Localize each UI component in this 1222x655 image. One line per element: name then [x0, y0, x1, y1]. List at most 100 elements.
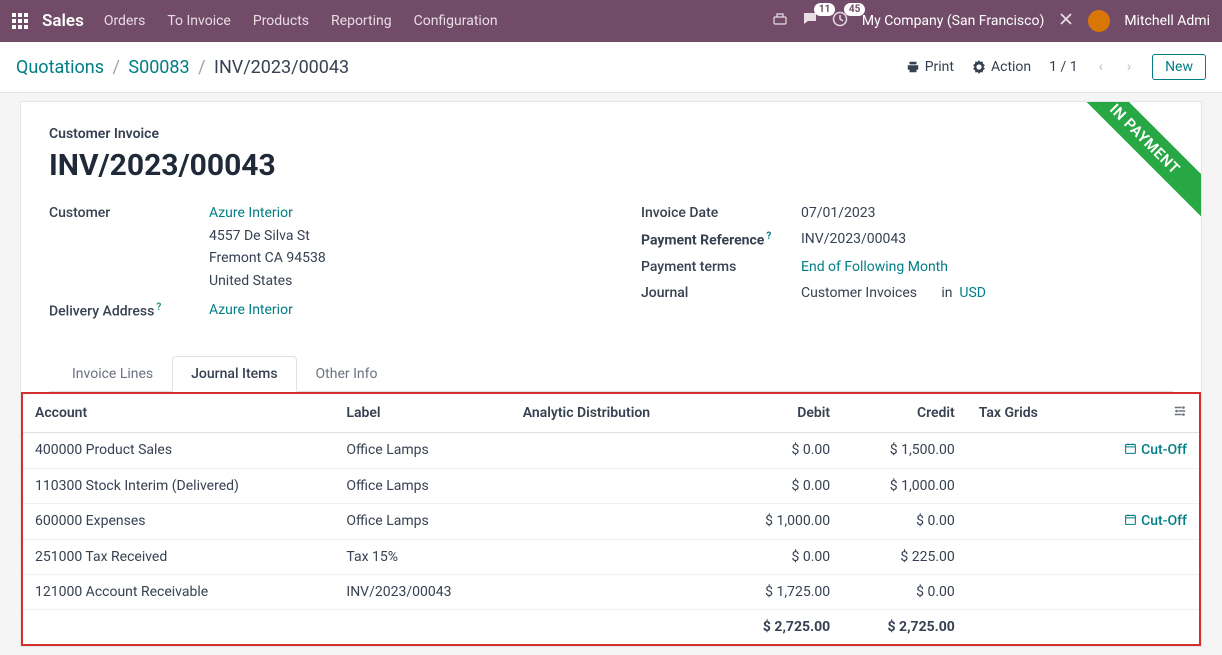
bc-order[interactable]: S00083: [128, 57, 189, 78]
print-button[interactable]: Print: [906, 59, 954, 75]
th-credit[interactable]: Credit: [842, 394, 967, 433]
table-row[interactable]: 110300 Stock Interim (Delivered)Office L…: [23, 468, 1199, 503]
cell-analytic: [511, 539, 718, 574]
cell-label: INV/2023/00043: [334, 574, 510, 609]
page-title: INV/2023/00043: [49, 148, 1173, 183]
cell-account: 121000 Account Receivable: [23, 574, 334, 609]
nav-menu: Orders To Invoice Products Reporting Con…: [104, 13, 498, 29]
table-row[interactable]: 121000 Account ReceivableINV/2023/00043 $…: [23, 574, 1199, 609]
payment-ref[interactable]: INV/2023/00043: [801, 231, 906, 247]
pager-next[interactable]: ›: [1127, 59, 1131, 75]
breadcrumb: Quotations / S00083 / INV/2023/00043: [16, 57, 349, 78]
activity-badge: 45: [844, 3, 865, 16]
cell-tax: [967, 432, 1080, 468]
menu-reporting[interactable]: Reporting: [331, 13, 392, 29]
cell-label: Office Lamps: [334, 432, 510, 468]
control-panel: Quotations / S00083 / INV/2023/00043 Pri…: [0, 42, 1222, 93]
th-analytic[interactable]: Analytic Distribution: [511, 394, 718, 433]
cell-credit: $ 0.00: [842, 503, 967, 539]
tray-icon[interactable]: [772, 11, 788, 31]
invoice-date-label: Invoice Date: [641, 205, 801, 221]
tabs: Invoice Lines Journal Items Other Info: [49, 356, 1173, 392]
tab-invoice-lines[interactable]: Invoice Lines: [53, 356, 172, 392]
action-button[interactable]: Action: [972, 59, 1031, 75]
cell-analytic: [511, 468, 718, 503]
record-subtitle: Customer Invoice: [49, 126, 1173, 142]
table-row[interactable]: 251000 Tax ReceivedTax 15% $ 0.00$ 225.00: [23, 539, 1199, 574]
tab-other-info[interactable]: Other Info: [297, 356, 397, 392]
pager[interactable]: 1 / 1: [1049, 59, 1077, 75]
menu-orders[interactable]: Orders: [104, 13, 146, 29]
new-button[interactable]: New: [1152, 54, 1206, 80]
messages-icon[interactable]: 11: [802, 11, 818, 31]
bc-current: INV/2023/00043: [214, 57, 349, 78]
pager-prev[interactable]: ‹: [1099, 59, 1103, 75]
avatar[interactable]: [1088, 10, 1110, 32]
cell-credit: $ 1,000.00: [842, 468, 967, 503]
delivery-link[interactable]: Azure Interior: [209, 302, 293, 318]
customer-label: Customer: [49, 205, 209, 221]
apps-icon[interactable]: [12, 13, 28, 29]
cell-tax: [967, 503, 1080, 539]
top-nav: Sales Orders To Invoice Products Reporti…: [0, 0, 1222, 42]
form-sheet: IN PAYMENT Customer Invoice INV/2023/000…: [20, 101, 1202, 647]
payment-terms-label: Payment terms: [641, 259, 801, 275]
th-label[interactable]: Label: [334, 394, 510, 433]
journal-value: Customer Invoices in USD: [801, 285, 986, 301]
cell-credit: $ 225.00: [842, 539, 967, 574]
cell-label: Office Lamps: [334, 503, 510, 539]
currency[interactable]: USD: [959, 285, 986, 301]
cutoff-button[interactable]: Cut-Off: [1124, 442, 1187, 459]
journal-items-table: Account Label Analytic Distribution Debi…: [21, 392, 1201, 646]
menu-configuration[interactable]: Configuration: [414, 13, 498, 29]
calendar-icon: [1124, 442, 1137, 459]
customer-address: 4557 De Silva St Fremont CA 94538 United…: [209, 225, 581, 292]
cell-account: 400000 Product Sales: [23, 432, 334, 468]
total-credit: $ 2,725.00: [842, 609, 967, 644]
cell-debit: $ 0.00: [718, 432, 843, 468]
th-account[interactable]: Account: [23, 394, 334, 433]
nav-right: 11 45 My Company (San Francisco) Mitchel…: [772, 10, 1210, 32]
user-name[interactable]: Mitchell Admi: [1124, 13, 1210, 29]
cell-analytic: [511, 574, 718, 609]
cell-label: Office Lamps: [334, 468, 510, 503]
th-tax[interactable]: Tax Grids: [967, 394, 1080, 433]
columns-config-icon[interactable]: [1173, 406, 1187, 422]
cell-credit: $ 1,500.00: [842, 432, 967, 468]
cell-analytic: [511, 503, 718, 539]
cell-debit: $ 1,725.00: [718, 574, 843, 609]
cell-account: 251000 Tax Received: [23, 539, 334, 574]
cell-account: 600000 Expenses: [23, 503, 334, 539]
journal-label: Journal: [641, 285, 801, 301]
cell-account: 110300 Stock Interim (Delivered): [23, 468, 334, 503]
cell-credit: $ 0.00: [842, 574, 967, 609]
payment-ref-label: Payment Reference?: [641, 231, 801, 249]
debug-icon[interactable]: [1058, 11, 1074, 31]
cp-right: Print Action 1 / 1 ‹ › New: [906, 54, 1206, 80]
payment-terms[interactable]: End of Following Month: [801, 259, 948, 275]
company-selector[interactable]: My Company (San Francisco): [862, 13, 1044, 29]
print-icon: [906, 60, 920, 74]
cell-label: Tax 15%: [334, 539, 510, 574]
gear-icon: [972, 60, 986, 74]
cell-tax: [967, 574, 1080, 609]
menu-products[interactable]: Products: [253, 13, 309, 29]
help-icon[interactable]: ?: [156, 302, 161, 313]
total-debit: $ 2,725.00: [718, 609, 843, 644]
bc-quotations[interactable]: Quotations: [16, 57, 104, 78]
customer-link[interactable]: Azure Interior: [209, 205, 293, 221]
menu-to-invoice[interactable]: To Invoice: [167, 13, 231, 29]
cell-analytic: [511, 432, 718, 468]
help-icon[interactable]: ?: [766, 231, 771, 242]
table-row[interactable]: 400000 Product SalesOffice Lamps $ 0.00$ …: [23, 432, 1199, 468]
cell-debit: $ 0.00: [718, 539, 843, 574]
tab-journal-items[interactable]: Journal Items: [172, 356, 296, 392]
th-debit[interactable]: Debit: [718, 394, 843, 433]
app-brand[interactable]: Sales: [42, 11, 84, 31]
field-group: Customer Azure Interior 4557 De Silva St…: [49, 205, 1173, 330]
cutoff-button[interactable]: Cut-Off: [1124, 513, 1187, 530]
invoice-date: 07/01/2023: [801, 205, 876, 221]
table-row[interactable]: 600000 ExpensesOffice Lamps$ 1,000.00$ 0…: [23, 503, 1199, 539]
cell-debit: $ 0.00: [718, 468, 843, 503]
activity-icon[interactable]: 45: [832, 11, 848, 31]
